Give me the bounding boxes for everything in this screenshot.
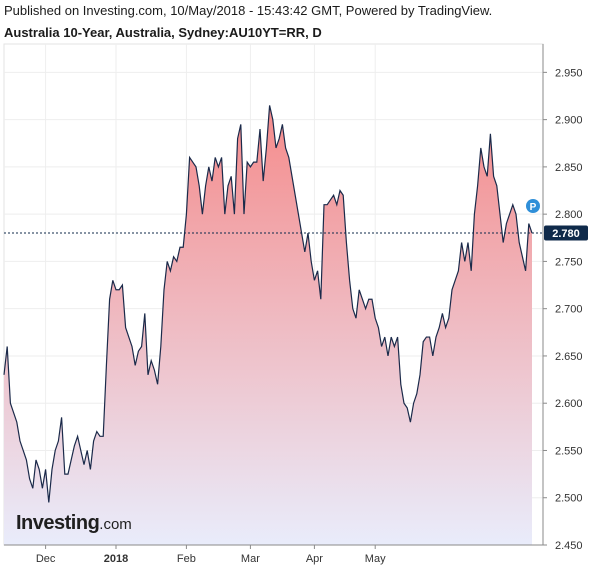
x-axis: Dec 2018 Feb Mar Apr May [36,545,386,565]
x-tick-label: Feb [177,553,196,565]
price-line [3,105,533,503]
logo-brand: Investing [16,512,100,534]
y-tick-label: 2.800 [555,209,583,221]
instrument-title: Australia 10-Year, Australia, Sydney:AU1… [4,25,322,40]
last-value-label: 2.780 [544,225,588,241]
y-tick-label: 2.950 [555,67,583,79]
y-tick-label: 2.900 [555,115,583,127]
investing-logo: Investing.com [16,512,132,535]
y-tick-label: 2.850 [555,162,583,174]
y-tick-label: 2.650 [555,351,583,363]
x-tick-label: May [365,553,386,565]
last-value-box [544,225,588,241]
x-tick-label: Dec [36,553,56,565]
published-info: Published on Investing.com, 10/May/2018 … [4,3,493,18]
price-area [4,105,532,545]
x-tick-label: Apr [306,553,323,565]
p-marker-circle[interactable] [526,199,540,213]
p-marker-label: P [530,202,537,213]
x-tick-label: 2018 [104,553,128,565]
p-marker[interactable]: P [526,199,540,213]
x-tick-label: Mar [241,553,260,565]
y-tick-label: 2.700 [555,304,583,316]
logo-tld: .com [99,516,132,533]
y-tick-label: 2.600 [555,398,583,410]
y-tick-label: 2.750 [555,256,583,268]
y-tick-label: 2.550 [555,445,583,457]
y-tick-label: 2.500 [555,493,583,505]
y-axis: 2.450 2.500 2.550 2.600 2.650 2.700 2.750 2.800… [543,67,583,552]
last-value-text: 2.780 [552,228,580,240]
y-tick-label: 2.450 [555,540,583,552]
